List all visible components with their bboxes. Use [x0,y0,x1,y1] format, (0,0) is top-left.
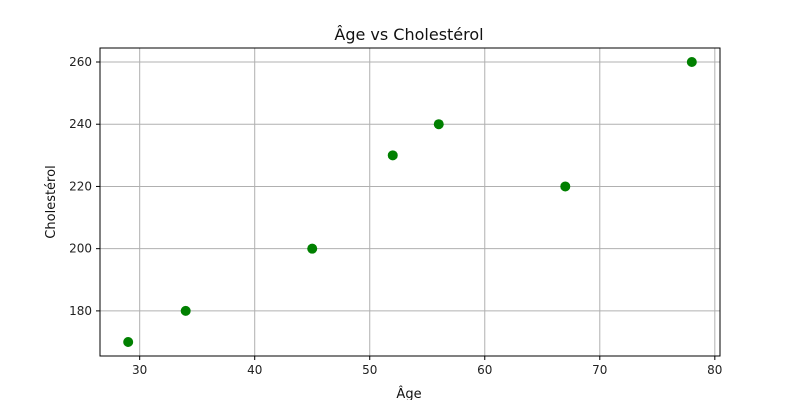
chart-title: Âge vs Cholestérol [334,25,483,44]
data-points [123,57,697,347]
data-point [307,243,318,254]
x-tick-label: 60 [477,363,492,377]
y-axis-title: Cholestérol [44,165,59,238]
x-tick-label: 50 [362,363,377,377]
data-point [123,337,134,347]
x-tick-label: 40 [247,363,262,377]
axes: 30 40 50 60 70 80 180 200 220 240 260 [69,47,722,377]
x-axis-title: Âge [396,386,421,400]
y-tick-label: 260 [69,55,92,69]
y-tick-label: 200 [69,242,92,256]
y-tick-label: 220 [69,179,92,193]
data-point [387,150,398,161]
data-point [560,181,571,192]
data-point [686,57,697,67]
data-point [433,119,444,130]
x-tick-label: 30 [132,363,147,377]
grid [100,48,720,356]
x-tick-label: 80 [707,363,722,377]
data-point [180,305,191,316]
x-tick-label: 70 [592,363,607,377]
plot-frame [99,47,721,357]
y-tick-label: 180 [69,304,92,318]
y-tick-label: 240 [69,117,92,131]
